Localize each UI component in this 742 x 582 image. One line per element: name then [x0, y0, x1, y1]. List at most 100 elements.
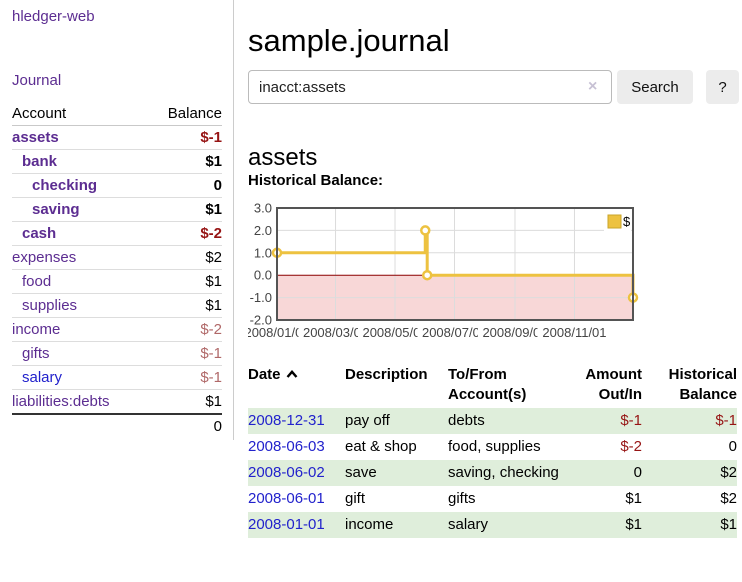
- transaction-description: income: [345, 516, 394, 533]
- account-balance: $1: [205, 393, 222, 410]
- account-row: expenses $2: [12, 245, 222, 269]
- help-button[interactable]: ?: [706, 70, 739, 104]
- accounts-header-account: Account: [12, 105, 67, 122]
- account-link[interactable]: bank: [22, 153, 58, 170]
- transaction-row: 2008-06-03 eat & shop food, supplies $-2 0: [248, 434, 737, 460]
- register-header-balance: Historical Balance: [642, 362, 737, 408]
- amount-header-line2: Out/In: [598, 386, 642, 403]
- x-axis-tick-label: 2008/01/01: [248, 325, 310, 340]
- search-button[interactable]: Search: [617, 70, 693, 104]
- search-input[interactable]: [248, 70, 612, 104]
- y-axis-tick-label: -1.0: [250, 290, 272, 305]
- accounts-total-value: 0: [213, 418, 222, 435]
- transaction-accounts: debts: [448, 412, 485, 429]
- transaction-date-link[interactable]: 2008-06-01: [248, 490, 325, 507]
- account-balance: $1: [205, 201, 222, 218]
- account-balance: $1: [205, 297, 222, 314]
- balance-header-line1: Historical: [668, 366, 737, 383]
- x-axis-tick-label: 2008/05/01: [362, 325, 427, 340]
- account-row: income $-2: [12, 317, 222, 341]
- register-table: Date Description To/From Account(s) Amou…: [248, 362, 737, 538]
- main-content: sample.journal × Search ? assets Histori…: [240, 0, 742, 582]
- transaction-date-link[interactable]: 2008-12-31: [248, 412, 325, 429]
- register-header-row: Date Description To/From Account(s) Amou…: [248, 362, 737, 408]
- transaction-accounts: food, supplies: [448, 438, 541, 455]
- transaction-description: eat & shop: [345, 438, 417, 455]
- search-form: × Search ?: [248, 70, 742, 104]
- register-header-accounts: To/From Account(s): [448, 362, 570, 408]
- account-link[interactable]: checking: [32, 177, 98, 194]
- account-link[interactable]: salary: [22, 369, 63, 386]
- sidebar: hledger-web Journal Account Balance asse…: [0, 0, 233, 582]
- x-axis-tick-label: 2008/03/01: [303, 325, 368, 340]
- account-link[interactable]: supplies: [22, 297, 78, 314]
- account-row: liabilities:debts $1: [12, 389, 222, 413]
- account-row: checking 0: [12, 173, 222, 197]
- transaction-date-link[interactable]: 2008-06-02: [248, 464, 325, 481]
- transaction-date-cell: 2008-12-31: [248, 408, 345, 434]
- account-link[interactable]: expenses: [12, 249, 77, 266]
- register-header-amount: Amount Out/In: [570, 362, 642, 408]
- transaction-date-cell: 2008-06-01: [248, 486, 345, 512]
- transaction-date-link[interactable]: 2008-06-03: [248, 438, 325, 455]
- accounts-table: Account Balance assets $-1 bank $1 checking 0…: [12, 103, 222, 439]
- account-link[interactable]: cash: [22, 225, 57, 242]
- sidebar-item-journal[interactable]: Journal: [12, 72, 62, 89]
- account-link[interactable]: gifts: [22, 345, 50, 362]
- account-balance: $1: [205, 153, 222, 170]
- account-link[interactable]: food: [22, 273, 52, 290]
- register-table-body: 2008-12-31 pay off debts $-1 $-1 2008-06-03 ea…: [248, 408, 737, 538]
- account-balance: $-1: [200, 369, 222, 386]
- legend-label: $: [623, 214, 631, 229]
- account-heading: assets: [248, 143, 318, 171]
- accounts-table-header: Account Balance: [12, 103, 222, 126]
- chart-title: Historical Balance:: [248, 172, 384, 189]
- transaction-row: 2008-06-02 save saving, checking 0 $2: [248, 460, 737, 486]
- transaction-date-link[interactable]: 2008-01-01: [248, 516, 325, 533]
- transaction-row: 2008-01-01 income salary $1 $1: [248, 512, 737, 538]
- transaction-date-cell: 2008-06-02: [248, 460, 345, 486]
- account-balance: $-1: [200, 129, 222, 146]
- x-axis-tick-label: 2008/07/01: [422, 325, 487, 340]
- transaction-amount: $-1: [620, 412, 642, 429]
- transaction-row: 2008-06-01 gift gifts $1 $2: [248, 486, 737, 512]
- account-row: cash $-2: [12, 221, 222, 245]
- register-header-date[interactable]: Date: [248, 362, 345, 408]
- account-link[interactable]: liabilities:debts: [12, 393, 110, 410]
- historical-balance-chart: $3.0 2.0 1.0 0.0 -1.0 -2.0 2008/01/01 2008/03/0…: [240, 201, 742, 347]
- transaction-accounts: saving, checking: [448, 464, 559, 481]
- account-link[interactable]: saving: [32, 201, 80, 218]
- account-balance: $-2: [200, 321, 222, 338]
- page-title: sample.journal: [248, 22, 450, 58]
- transaction-balance: $-1: [715, 412, 737, 429]
- account-row: bank $1: [12, 149, 222, 173]
- sort-ascending-icon: [286, 365, 298, 385]
- account-row: assets $-1: [12, 126, 222, 149]
- account-row: food $1: [12, 269, 222, 293]
- transaction-description: gift: [345, 490, 366, 507]
- account-balance: $-1: [200, 345, 222, 362]
- transaction-amount: $1: [625, 516, 642, 533]
- x-axis-tick-label: 2008/09/01: [482, 325, 547, 340]
- accounts-header-line2: Account(s): [448, 386, 527, 403]
- balance-chart-canvas: $3.0 2.0 1.0 0.0 -1.0 -2.02008/01/012008/03/0…: [240, 201, 639, 340]
- account-balance: $-2: [200, 225, 222, 242]
- transaction-description: pay off: [345, 412, 390, 429]
- clear-search-icon[interactable]: ×: [588, 78, 598, 95]
- y-axis-tick-label: 1.0: [254, 245, 272, 260]
- x-axis-tick-label: 2008/11/01: [542, 325, 606, 340]
- account-balance: $1: [205, 273, 222, 290]
- account-link[interactable]: assets: [12, 129, 59, 146]
- account-row: supplies $1: [12, 293, 222, 317]
- account-row: saving $1: [12, 197, 222, 221]
- transaction-date-cell: 2008-01-01: [248, 512, 345, 538]
- transaction-accounts: gifts: [448, 490, 476, 507]
- transaction-description: save: [345, 464, 377, 481]
- account-link[interactable]: income: [12, 321, 61, 338]
- y-axis-tick-label: -2.0: [250, 313, 272, 328]
- app-title-link[interactable]: hledger-web: [12, 8, 95, 25]
- account-row: gifts $-1: [12, 341, 222, 365]
- date-header-label: Date: [248, 366, 281, 383]
- transaction-accounts: salary: [448, 516, 489, 533]
- transaction-balance: $1: [720, 516, 737, 533]
